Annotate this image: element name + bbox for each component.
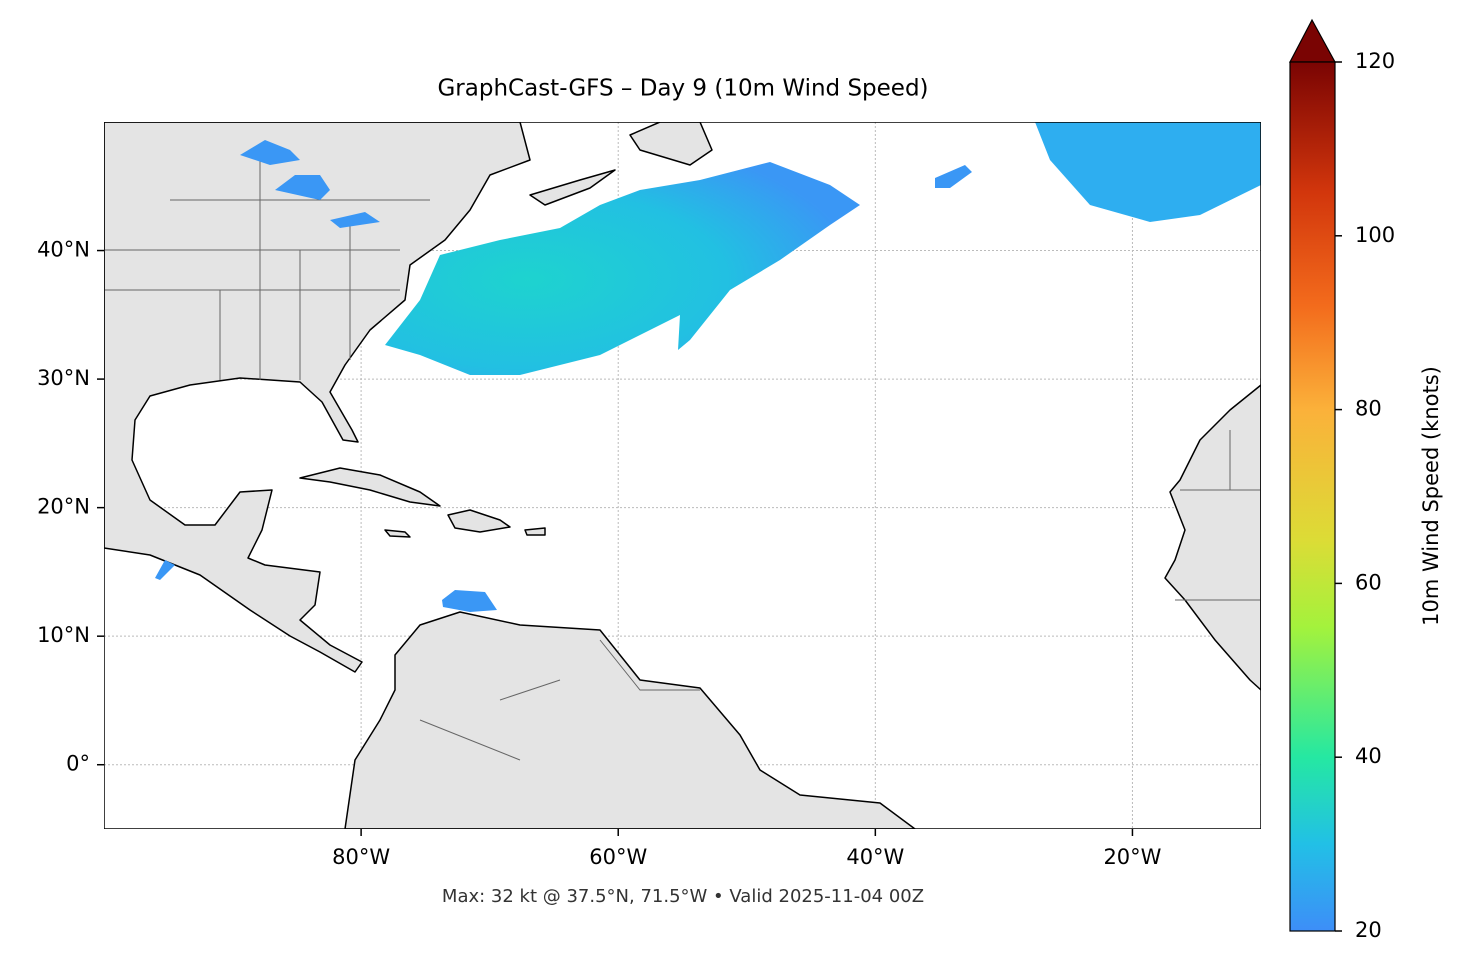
x-tick-label: 40°W [846,845,904,869]
wind-swath [385,162,860,375]
colorbar-tick-label: 40 [1355,744,1382,768]
colorbar-extend [1289,18,1337,63]
newfoundland [629,122,713,166]
jamaica [384,529,411,538]
cuba [299,467,441,507]
south-america [344,611,916,829]
colorbar-tick-label: 80 [1355,397,1382,421]
colorbar-label: 10m Wind Speed (knots) [1419,366,1443,626]
x-tick-label: 60°W [589,845,647,869]
footer: Max: 32 kt @ 37.5°N, 71.5°W • Valid 2025… [442,886,924,907]
nova-scotia [529,169,616,206]
x-tick-label: 20°W [1103,845,1161,869]
hispaniola [447,509,511,533]
colorbar-tick-label: 120 [1355,49,1395,73]
y-tick-label: 40°N [37,238,90,262]
state-borders [104,150,1261,761]
africa [1164,384,1261,691]
colorbar [1289,61,1336,932]
y-tick-label: 20°N [37,495,90,519]
x-tick-label: 80°W [332,845,390,869]
y-tick-label: 0° [66,752,90,776]
colorbar-tick-label: 100 [1355,223,1395,247]
y-tick-label: 30°N [37,366,90,390]
north-america [104,122,531,673]
colorbar-tick-label: 60 [1355,570,1382,594]
chart-title: GraphCast-GFS – Day 9 (10m Wind Speed) [437,76,928,102]
colorbar-tick-label: 20 [1355,918,1382,942]
puerto-rico [524,527,546,536]
wind-swath-ne [1035,122,1261,222]
map-area [104,122,1261,829]
y-tick-label: 10°N [37,623,90,647]
